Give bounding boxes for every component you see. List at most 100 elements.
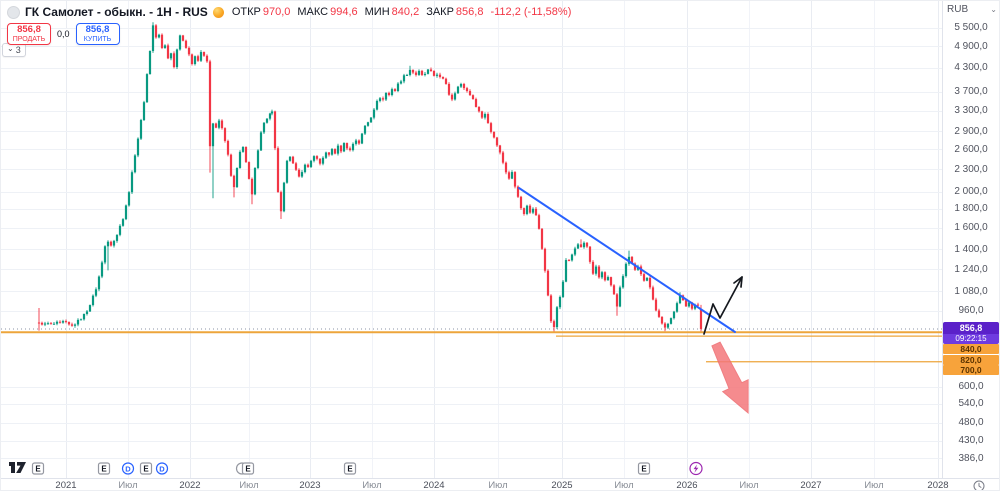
candle-body [121,219,125,226]
candle-body [618,287,622,307]
candle-body [630,256,634,264]
candle-body [85,311,89,314]
time-tick-label: Июл [864,480,884,491]
candle-body [546,270,550,296]
candle-body [342,143,346,152]
price-tick-label: 2 900,0 [954,125,988,137]
event-mark-earnings[interactable]: E [637,462,651,475]
buy-label: КУПИТЬ [83,35,112,43]
timezone-clock-icon[interactable] [973,480,985,491]
candle-body [579,244,583,248]
earnings-letter: E [245,465,251,474]
candle-body [375,100,379,110]
buy-button[interactable]: 856,8 КУПИТЬ [75,23,120,45]
candle-body [534,208,538,216]
candle-body [408,69,412,75]
candle-body [450,94,454,100]
candle-body [561,281,565,297]
candle-body [510,172,514,179]
candle-body [154,25,158,38]
event-mark-earnings[interactable]: E [139,462,153,475]
candle-body [615,294,619,307]
candle-body [139,120,143,139]
candle-body [603,272,607,281]
candle-body [354,140,358,144]
price-axis[interactable]: RUB ⌄ 5 500,0 4 900,0 4 300,0 3 700,0 3 300,… [943,1,999,478]
candle-body [55,321,59,324]
candle-body [315,156,319,159]
candle-body [609,277,613,286]
candle-body [309,160,313,167]
tradingview-logo-icon[interactable] [8,460,30,475]
symbol-title[interactable]: ГК Самолет - обыкн. - 1H - RUS [25,5,208,19]
price-axis-separator[interactable] [942,1,943,478]
price-tick-label: 1 400,0 [954,243,988,255]
candle-body [294,163,298,170]
price-tick-label: 4 300,0 [954,62,988,74]
candle-body [501,152,505,163]
event-mark-earnings[interactable]: E [343,462,357,475]
currency-selector[interactable]: RUB ⌄ [947,4,997,15]
time-tick-label: 2024 [423,480,445,491]
candle-body [127,192,131,206]
event-mark-earnings[interactable]: E [31,462,45,475]
sell-price: 856,8 [17,24,41,36]
candle-body [564,260,568,282]
candle-body [232,175,236,188]
candle-body [166,45,170,59]
candle-body [217,120,221,128]
candle-body [61,321,65,323]
candle-body [220,120,224,129]
price-tick-label: 600,0 [958,381,984,393]
candle-body [49,323,53,325]
candle-body [405,74,409,76]
descending-trend-line[interactable] [518,187,736,333]
candle-body [417,70,421,75]
event-mark-earnings-stacked[interactable]: E [235,462,255,475]
candle-body [558,296,562,308]
candle-body [82,313,86,320]
last-price-value: 856,8 [943,322,999,334]
candle-body [516,186,520,197]
candle-body [181,35,185,41]
candle-body [318,158,322,164]
price-tick-label: 4 900,0 [954,40,988,52]
earnings-square-icon [343,462,357,475]
breakout-zigzag-arrow[interactable] [703,276,743,335]
candle-body [43,323,47,325]
candle-body [366,122,370,126]
event-mark-dividends[interactable]: D [155,462,169,475]
candle-body [597,266,601,278]
time-axis-separator[interactable] [1,478,999,479]
candle-body [190,54,194,65]
candle-body [130,172,134,193]
time-tick-label: 2021 [55,480,77,491]
candle-body [40,322,44,325]
indicators-collapse-chip[interactable]: ⌄ 3 [2,43,26,57]
projection-down-arrow[interactable] [703,338,760,419]
earnings-square-icon [139,462,153,475]
candle-body [103,246,107,263]
candle-body [435,74,439,76]
time-axis[interactable]: 2021 Июл 2022 Июл 2023 Июл 2024 Июл 2025 Июл 2026 И… [1,479,999,491]
sell-button[interactable]: 856,8 ПРОДАТЬ [7,23,51,45]
candle-body [441,76,445,79]
candle-body [369,117,373,123]
level-badge-700: 700,0 [943,365,999,375]
last-price-badge: 856,8 09:22:15 [943,322,999,344]
indicators-count: 3 [15,45,21,55]
dividend-letter: D [159,464,165,473]
candle-body [684,300,688,307]
event-mark-earnings[interactable]: E [97,462,111,475]
event-mark-dividends[interactable]: D [121,462,135,475]
candle-body [273,111,277,149]
candle-body [279,192,283,212]
candle-body [336,145,340,154]
candle-body [675,303,679,312]
event-mark-news-flash[interactable] [689,461,703,476]
sell-label: ПРОДАТЬ [12,35,46,43]
candle-body [672,311,676,319]
candle-body [432,70,436,76]
